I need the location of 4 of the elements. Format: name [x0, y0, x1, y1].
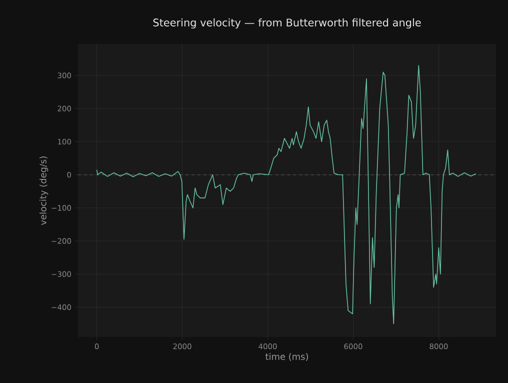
y-axis-title: velocity (deg/s): [39, 156, 48, 225]
chart-title: Steering velocity — from Butterworth filtered angle: [153, 18, 421, 28]
line-series: [96, 65, 476, 324]
x-axis-title: time (ms): [265, 353, 308, 362]
